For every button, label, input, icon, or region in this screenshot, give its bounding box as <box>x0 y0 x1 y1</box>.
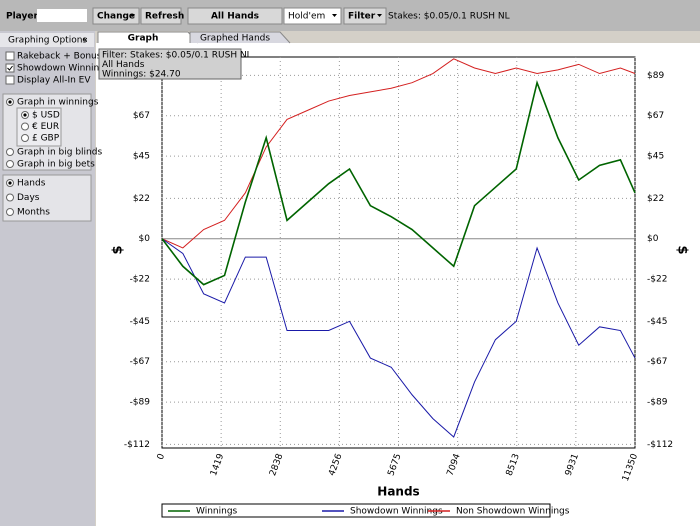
y-axis-label-right: $ <box>675 245 690 254</box>
button-label: Change <box>97 12 135 22</box>
option-label: € EUR <box>32 122 59 132</box>
toolbar-button[interactable] <box>140 7 182 25</box>
y-tick-label-right: $89 <box>647 71 664 81</box>
y-tick-label-right: -$45 <box>647 317 667 327</box>
y-tick-label: -$89 <box>130 398 151 408</box>
info-line: Winnings: $24.70 <box>102 70 181 80</box>
radio-button[interactable] <box>21 134 29 142</box>
series-line <box>161 238 636 438</box>
button-label: All Hands <box>211 12 259 22</box>
player-label: Player <box>6 12 38 22</box>
radio-dot <box>23 113 27 117</box>
toolbar-button[interactable] <box>92 7 140 25</box>
collapse-button[interactable]: « <box>82 36 88 46</box>
y-tick-label-right: $67 <box>647 111 664 121</box>
radio-button[interactable] <box>6 160 14 168</box>
y-axis-label: $ <box>111 245 126 254</box>
button-label: Filter <box>348 12 376 22</box>
radio-button[interactable] <box>21 122 29 131</box>
y-tick-label: $45 <box>133 152 150 162</box>
y-tick-label: $0 <box>139 234 151 244</box>
series-line <box>161 79 636 286</box>
legend <box>161 503 551 518</box>
option-label: Showdown Winnings <box>17 64 110 74</box>
option-label: Graph in big blinds <box>17 148 102 158</box>
option-label: Graph in winnings <box>17 98 99 108</box>
option-label: $ USD <box>32 111 60 121</box>
option-label: Rakeback + Bonuses <box>17 52 112 62</box>
info-box <box>98 48 242 80</box>
option-label: £ GBP <box>32 134 60 144</box>
sidebar-title: Graphing Options <box>8 36 87 46</box>
y-tick-label-right: -$89 <box>647 398 668 408</box>
y-tick-label-right: $22 <box>647 194 664 204</box>
checkbox[interactable] <box>5 63 15 73</box>
button-label: Refresh <box>145 12 184 22</box>
tab[interactable] <box>189 31 291 44</box>
option-label: Display All-In EV <box>17 76 91 86</box>
y-tick-label-right: $0 <box>647 234 659 244</box>
option-label: Days <box>17 193 40 203</box>
checkbox[interactable] <box>5 75 15 85</box>
option-label: Graph in big bets <box>17 160 95 170</box>
info-line: Filter: Stakes: $0.05/0.1 RUSH NL <box>102 51 252 61</box>
option-label: Hands <box>17 179 46 189</box>
dropdown-arrow <box>377 14 382 17</box>
group-frame <box>2 174 92 222</box>
y-tick-label-right: -$22 <box>647 275 667 285</box>
button-label: Hold'em <box>288 12 325 22</box>
toolbar-button[interactable] <box>343 7 387 25</box>
legend-label: Non Showdown Winnings <box>456 507 570 517</box>
y-tick-label: $22 <box>133 194 150 204</box>
dropdown-arrow <box>130 14 135 17</box>
checkmark <box>7 65 13 71</box>
tab-label: Graphed Hands <box>200 34 270 44</box>
info-line: All Hands <box>102 60 145 70</box>
stakes-label: Stakes: $0.05/0.1 RUSH NL <box>388 12 510 22</box>
toolbar-button[interactable] <box>283 7 342 25</box>
y-tick-label-right: $45 <box>647 152 664 162</box>
x-tick-label: 0 <box>156 452 167 461</box>
radio-dot <box>8 181 12 185</box>
y-tick-label: -$112 <box>124 440 150 450</box>
toolbar-button[interactable] <box>187 7 283 25</box>
tab-label: Graph <box>128 34 159 44</box>
legend-label: Winnings <box>196 507 238 517</box>
player-input[interactable] <box>37 9 87 22</box>
dropdown-arrow <box>332 14 337 17</box>
series-line <box>161 58 636 249</box>
y-tick-label: -$67 <box>130 357 150 367</box>
sidebar-header <box>0 33 94 47</box>
radio-button[interactable] <box>6 193 14 202</box>
legend-label: Showdown Winnings <box>350 507 443 517</box>
y-tick-label-right: -$112 <box>647 440 673 450</box>
plot-frame <box>161 56 636 449</box>
x-axis-label: Hands <box>377 485 419 499</box>
y-tick-label: $67 <box>133 111 150 121</box>
y-tick-label: -$45 <box>130 317 150 327</box>
radio-button[interactable] <box>6 208 14 216</box>
radio-dot <box>8 100 12 104</box>
y-tick-label: -$22 <box>130 275 150 285</box>
checkbox[interactable] <box>5 51 15 61</box>
y-tick-label-right: -$67 <box>647 357 667 367</box>
option-label: Months <box>17 208 50 218</box>
radio-button[interactable] <box>6 148 14 156</box>
